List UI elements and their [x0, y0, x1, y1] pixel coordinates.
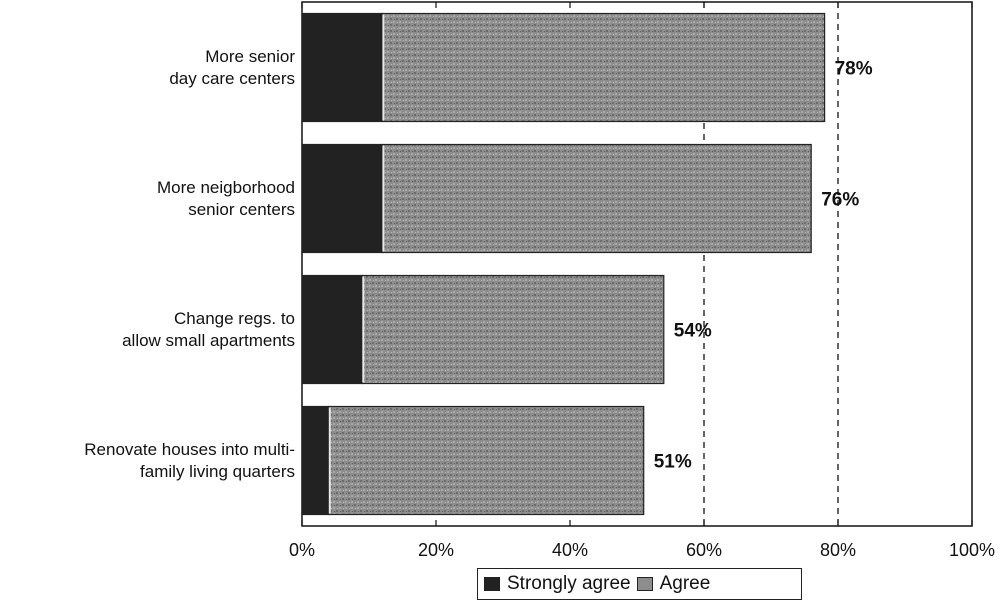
x-tick-label-20: 20% [418, 540, 454, 560]
data-label-total-1: 76% [821, 190, 859, 211]
bar-agree-3 [328, 405, 645, 516]
bar-strongly-agree-2 [301, 274, 363, 385]
bar-agree-1 [381, 143, 812, 254]
x-tick-label-60: 60% [686, 540, 722, 560]
category-label-0: More senior day care centers [169, 46, 295, 88]
bar-agree-0 [381, 12, 826, 123]
legend-label-agree: Agree [659, 573, 711, 594]
bar-strongly-agree-0 [301, 12, 384, 123]
data-label-total-2: 54% [674, 321, 712, 342]
plot-frame [301, 1, 973, 527]
legend-item-strongly-agree: Strongly agree [484, 573, 631, 595]
bar-strongly-agree-1 [301, 143, 384, 254]
category-label-2: Change regs. to allow small apartments [122, 308, 295, 350]
x-tick-label-80: 80% [820, 540, 856, 560]
legend-label-strongly-agree: Strongly agree [507, 573, 631, 594]
x-tick-label-100: 100% [949, 540, 995, 560]
legend-item-agree: Agree [636, 573, 711, 595]
legend-swatch-agree [636, 577, 653, 591]
x-tick-label-0: 0% [289, 540, 315, 560]
data-label-total-3: 51% [654, 452, 692, 473]
legend-swatch-strongly-agree [484, 577, 500, 591]
legend: Strongly agree Agree [477, 568, 802, 600]
x-tick-label-40: 40% [552, 540, 588, 560]
bar-strongly-agree-3 [301, 405, 330, 516]
bar-agree-2 [361, 274, 665, 385]
category-label-1: More neigborhood senior centers [157, 177, 295, 219]
data-label-total-0: 78% [835, 59, 873, 80]
category-label-3: Renovate houses into multi- family livin… [84, 439, 295, 481]
